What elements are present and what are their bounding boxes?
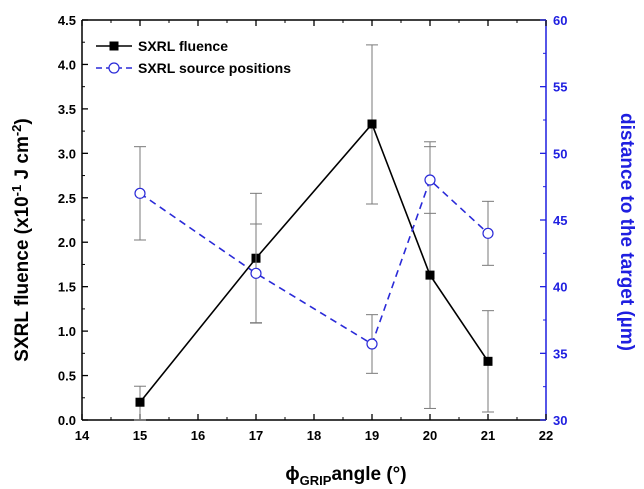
legend-label: SXRL source positions <box>138 60 291 76</box>
x-tick-label: 14 <box>75 428 90 443</box>
series-fluence <box>134 44 494 421</box>
y-axis-left-label: SXRL fluence (x10-1 J cm-2) <box>9 118 33 361</box>
x-tick-label: 17 <box>249 428 263 443</box>
y-left-tick-label: 4.5 <box>58 13 76 28</box>
y-left-tick-label: 1.5 <box>58 280 76 295</box>
y-left-tick-label: 0.5 <box>58 369 76 384</box>
x-axis-label: ϕGRIPangle (°) <box>285 464 406 488</box>
data-point <box>367 119 377 129</box>
y-left-label-part1: SXRL fluence (x10 <box>12 196 33 361</box>
data-point <box>425 270 435 280</box>
y-left-tick-label: 4.0 <box>58 57 76 72</box>
y-left-tick-label: 2.0 <box>58 235 76 250</box>
y-right-tick-label: 50 <box>553 146 567 161</box>
y-right-tick-label: 35 <box>553 346 567 361</box>
y-right-tick-label: 60 <box>553 13 567 28</box>
series-line <box>139 122 489 403</box>
y-right-tick-label: 40 <box>553 280 567 295</box>
y-right-tick-label: 55 <box>553 80 567 95</box>
x-tick-label: 22 <box>539 428 553 443</box>
y-left-tick-label: 1.0 <box>58 324 76 339</box>
series-source-positions <box>134 146 494 374</box>
series-line <box>139 178 489 346</box>
x-label-subscript: GRIP <box>300 473 332 488</box>
y-left-tick-label: 3.5 <box>58 102 76 117</box>
axes: 14 15 16 17 18 19 20 21 22 0.0 0.5 1.0 1.5 2.0 2.5 3.0 3… <box>58 13 568 443</box>
legend-marker <box>109 41 119 51</box>
data-point <box>135 397 145 407</box>
x-tick-label: 18 <box>307 428 321 443</box>
data-point <box>482 227 494 239</box>
y-left-tick-label: 2.5 <box>58 191 76 206</box>
x-tick-label: 20 <box>423 428 437 443</box>
data-point <box>134 187 146 199</box>
data-point <box>366 338 378 350</box>
legend: SXRL fluence SXRL source positions <box>96 38 291 76</box>
y-right-tick-label: 30 <box>553 413 567 428</box>
data-point <box>483 356 493 366</box>
y-left-label-part2: J cm <box>12 136 33 185</box>
y-axis-right-label: distance to the target (µm) <box>616 113 637 351</box>
legend-label: SXRL fluence <box>138 38 228 54</box>
data-point <box>250 267 262 279</box>
y-left-label-part3: ) <box>12 118 33 124</box>
y-left-tick-label: 3.0 <box>58 146 76 161</box>
y-left-label-sup2: -2 <box>9 125 24 137</box>
x-tick-label: 16 <box>191 428 205 443</box>
y-left-tick-label: 0.0 <box>58 413 76 428</box>
series-layer <box>134 44 494 421</box>
x-label-phi: ϕ <box>285 464 299 485</box>
y-right-tick-label: 45 <box>553 213 567 228</box>
x-tick-label: 21 <box>481 428 495 443</box>
x-label-rest: angle (°) <box>331 464 406 485</box>
x-tick-label: 15 <box>133 428 147 443</box>
x-tick-label: 19 <box>365 428 379 443</box>
data-point <box>424 174 436 186</box>
y-left-label-sup1: -1 <box>9 185 24 197</box>
legend-marker <box>108 62 120 74</box>
